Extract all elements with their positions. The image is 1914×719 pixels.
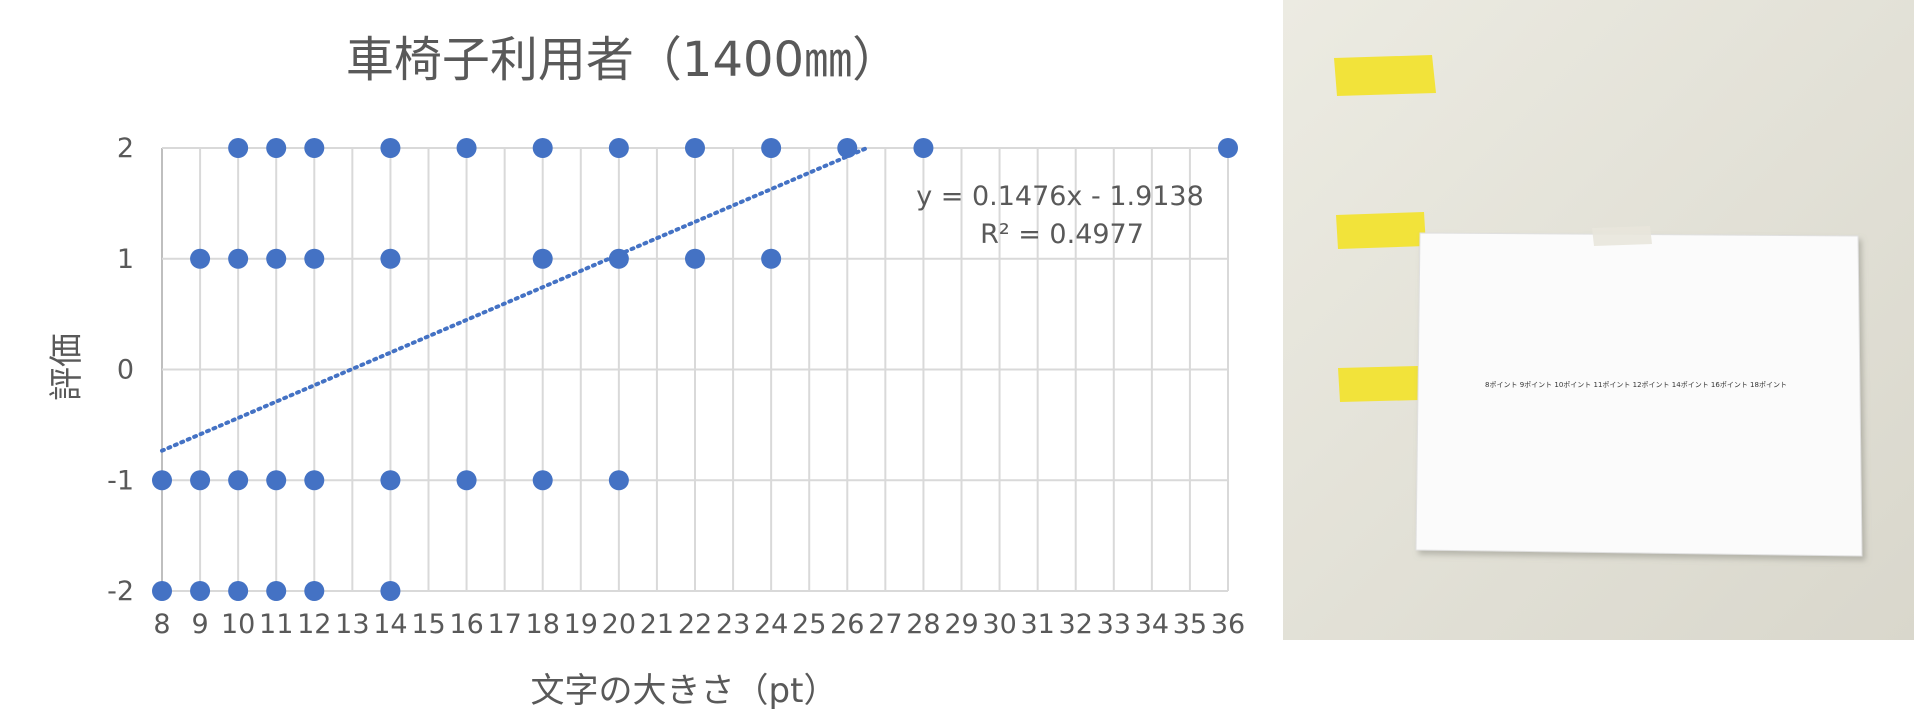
scatter-point <box>761 138 782 158</box>
x-axis-label: 文字の大きさ（pt） <box>531 671 838 711</box>
scatter-point <box>266 138 287 158</box>
x-tick-label: 10 <box>221 609 255 640</box>
chart-title: 車椅子利用者（1400㎜） <box>346 32 900 88</box>
x-tick-label: 22 <box>678 609 712 640</box>
trendline <box>160 146 869 453</box>
scatter-point <box>228 581 249 601</box>
scatter-point <box>228 470 249 491</box>
scatter-point <box>837 138 858 158</box>
x-tick-label: 23 <box>716 609 750 640</box>
scatter-point <box>913 138 934 158</box>
y-tick-label: 2 <box>117 133 134 164</box>
x-tick-label: 11 <box>259 609 293 640</box>
scatter-point <box>380 470 401 491</box>
scatter-point <box>304 581 325 601</box>
x-tick-label: 29 <box>944 609 978 640</box>
x-tick-label: 17 <box>487 609 521 640</box>
tape-on-paper <box>1592 226 1652 246</box>
y-tick-label: -2 <box>107 576 134 607</box>
scatter-point <box>380 581 401 601</box>
scatter-points <box>152 138 1238 601</box>
x-tick-label: 16 <box>449 609 483 640</box>
x-tick-label: 19 <box>564 609 598 640</box>
trendline-equation: y = 0.1476x - 1.9138 <box>916 181 1204 212</box>
x-tick-label: 27 <box>868 609 902 640</box>
scatter-point <box>152 470 172 491</box>
tape-strip-middle <box>1336 212 1426 249</box>
scatter-point <box>152 581 172 601</box>
x-tick-label: 33 <box>1097 609 1131 640</box>
tape-strip-bottom <box>1338 366 1420 402</box>
grid-lines <box>161 147 1229 592</box>
scatter-point <box>266 581 287 601</box>
paper-sheet <box>1415 232 1863 557</box>
y-tick-labels: -2 -1 0 1 2 <box>107 133 134 607</box>
tape-strip-top <box>1334 55 1436 96</box>
x-tick-label: 18 <box>526 609 560 640</box>
scatter-point <box>228 138 249 158</box>
x-tick-label: 34 <box>1135 609 1169 640</box>
x-tick-label: 8 <box>153 609 170 640</box>
scatter-point <box>304 470 325 491</box>
trendline-r2: R² = 0.4977 <box>980 219 1144 250</box>
x-tick-label: 12 <box>297 609 331 640</box>
scatter-point <box>304 248 325 269</box>
scatter-point <box>456 138 477 158</box>
scatter-point <box>456 470 477 491</box>
x-tick-label: 14 <box>373 609 407 640</box>
y-tick-label: 0 <box>117 355 134 386</box>
scatter-point <box>190 470 211 491</box>
x-tick-label: 15 <box>411 609 445 640</box>
paper-printed-text: 8ポイント 9ポイント 10ポイント 11ポイント 12ポイント 14ポイント … <box>1485 381 1787 389</box>
y-tick-label: 1 <box>117 244 134 275</box>
y-axis-label: 評価 <box>47 333 87 401</box>
x-tick-label: 13 <box>335 609 369 640</box>
scatter-point <box>190 248 211 269</box>
scatter-point <box>266 248 287 269</box>
y-tick-label: -1 <box>107 465 134 496</box>
x-tick-label: 20 <box>602 609 636 640</box>
scatter-point <box>532 470 553 491</box>
x-tick-label: 21 <box>640 609 674 640</box>
x-tick-label: 28 <box>906 609 940 640</box>
scatter-point <box>228 248 249 269</box>
wall-photo: 8ポイント 9ポイント 10ポイント 11ポイント 12ポイント 14ポイント … <box>1283 0 1914 640</box>
scatter-point <box>380 138 401 158</box>
scatter-point <box>380 248 401 269</box>
scatter-point <box>608 248 629 269</box>
x-tick-label: 24 <box>754 609 788 640</box>
scatter-point <box>532 138 553 158</box>
x-tick-labels: 8 9 10 11 12 13 14 15 16 17 18 19 20 21 22 23 24 25 26 27 28… <box>153 609 1245 640</box>
x-tick-label: 9 <box>191 609 208 640</box>
x-tick-label: 35 <box>1173 609 1207 640</box>
scatter-point <box>304 138 325 158</box>
x-tick-label: 30 <box>982 609 1016 640</box>
x-tick-label: 36 <box>1211 609 1245 640</box>
scatter-point <box>608 138 629 158</box>
x-tick-label: 26 <box>830 609 864 640</box>
scatter-point <box>761 248 782 269</box>
scatter-point <box>608 470 629 491</box>
trendline-path <box>160 146 869 453</box>
scatter-point <box>685 248 705 269</box>
x-tick-label: 32 <box>1059 609 1093 640</box>
scatter-point <box>190 581 211 601</box>
x-tick-label: 31 <box>1020 609 1054 640</box>
scatter-point <box>1218 138 1238 158</box>
x-tick-label: 25 <box>792 609 826 640</box>
scatter-point <box>266 470 287 491</box>
scatter-point <box>685 138 705 158</box>
scatter-point <box>532 248 553 269</box>
